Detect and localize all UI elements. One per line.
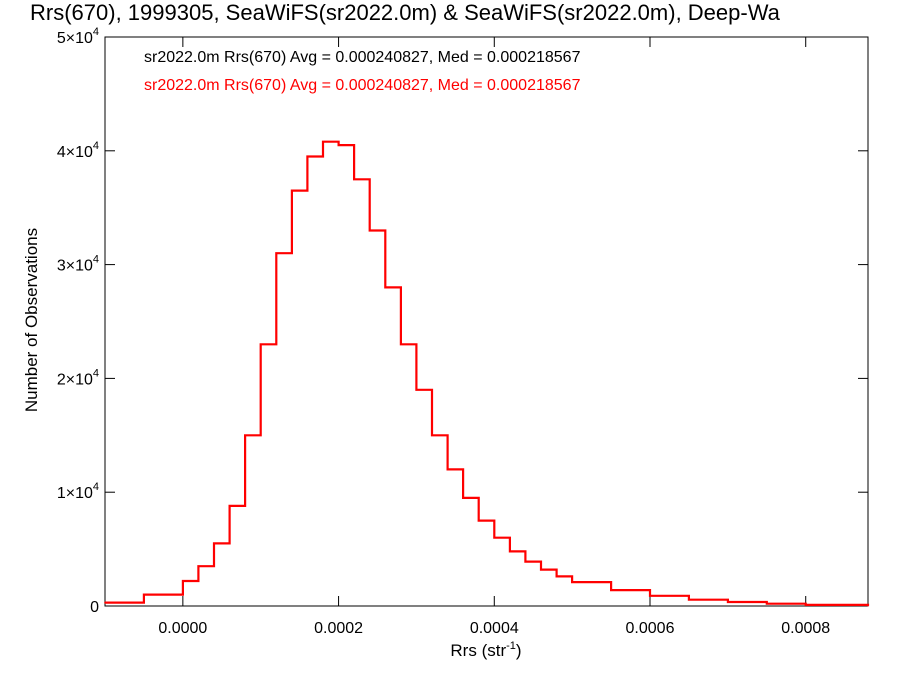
histogram-series-line [105,140,870,606]
histogram-bin-point [275,252,278,255]
plot-border [104,36,869,607]
histogram-bin-point [477,519,480,522]
histogram-bin-point [446,468,449,471]
histogram-bin-point [540,568,542,571]
histogram-bin-point [353,178,355,181]
histogram-bin-point [727,601,729,603]
histogram-bin-point [228,505,231,507]
histogram-bin-point [400,343,402,346]
histogram-bin-point [384,286,387,289]
histogram-bin-point [415,388,418,391]
y-tick-label: 1×104 [57,481,99,502]
histogram-bin-point [104,601,106,604]
histogram-bin-point [462,497,464,499]
histogram-bin-point [259,343,262,346]
histogram-bin-point [182,580,184,582]
histogram-bin-point [610,589,612,591]
histogram-bin-point [306,155,309,158]
y-axis-label: Number of Observations [22,228,41,412]
y-tick-label: 4×104 [57,140,99,161]
histogram-bin-point [867,604,869,607]
legend-entry: sr2022.0m Rrs(670) Avg = 0.000240827, Me… [144,49,581,66]
x-tick-label: 0.0000 [158,620,207,637]
x-tick-label: 0.0002 [314,620,363,637]
histogram-bin-point [368,229,371,232]
y-tick-label: 3×104 [57,254,99,275]
x-tick-label: 0.0004 [470,620,519,637]
histogram-bin-point [197,565,200,567]
x-axis-label: Rrs (str-1) [450,640,521,660]
histogram-bin-point [804,604,807,606]
histogram-bin-point [765,602,768,605]
histogram-bin-point [213,542,215,545]
histogram-bin-point [493,536,496,539]
y-tick-label: 2×104 [57,367,99,388]
histogram-bin-point [555,575,558,578]
chart-title: Rrs(670), 1999305, SeaWiFS(sr2022.0m) & … [30,0,781,25]
plot-frame [104,36,869,607]
histogram-bin-point [244,434,246,437]
histogram-bin-point [322,140,324,143]
histogram-bin-point [509,550,511,553]
x-tick-label: 0.0008 [781,620,830,637]
histogram-bin-point [649,594,651,597]
histogram-bin-point [143,593,145,596]
legend: sr2022.0m Rrs(670) Avg = 0.000240827, Me… [144,49,581,94]
legend-entry: sr2022.0m Rrs(670) Avg = 0.000240827, Me… [144,77,581,94]
histogram-bin-point [688,598,690,601]
histogram-bin-point [431,434,433,437]
y-tick-label: 5×104 [57,26,99,47]
histogram-bin-point [337,144,340,146]
histogram-bin-point [291,189,293,192]
histogram-bin-point [524,560,527,563]
y-tick-label: 0 [90,599,99,616]
y-axis-ticks: 0 1×104 2×104 3×104 4×104 5×104 [57,26,868,616]
series-layer [104,140,870,607]
x-tick-label: 0.0006 [626,620,675,637]
x-axis-ticks: 0.0000 0.0002 0.0004 0.0006 0.0008 [158,37,830,637]
histogram-bin-point [571,581,573,583]
